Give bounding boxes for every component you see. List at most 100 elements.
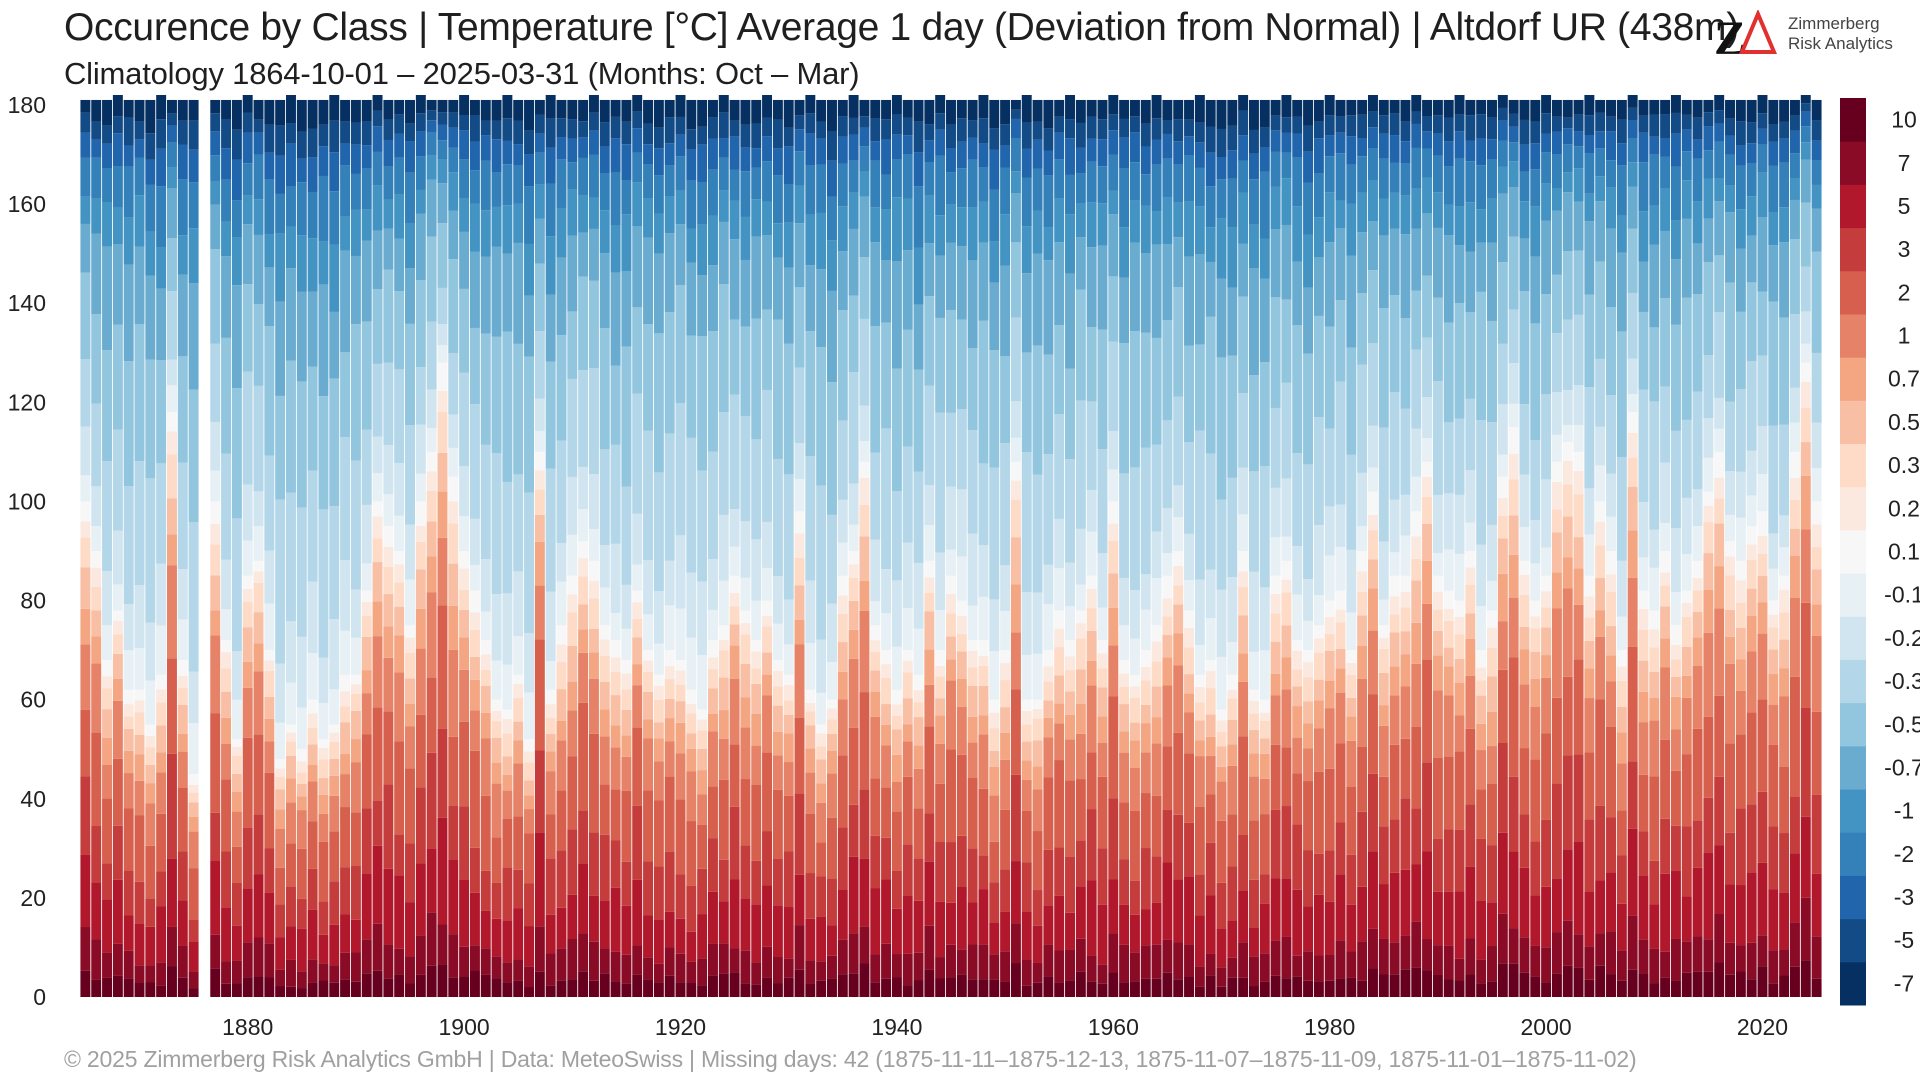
bar-segment <box>1357 99 1368 115</box>
bar-segment <box>1595 880 1606 934</box>
bar-segment <box>394 99 405 115</box>
bar-segment <box>1054 950 1065 983</box>
bar-segment <box>967 979 978 997</box>
bar-segment <box>1281 689 1292 748</box>
bar-segment <box>718 639 729 651</box>
bar-segment <box>1606 974 1616 997</box>
bar-segment <box>296 182 307 236</box>
bar-segment <box>231 99 242 130</box>
bar-segment <box>837 614 848 643</box>
bar-segment <box>1703 939 1714 972</box>
bar-segment <box>1000 214 1011 266</box>
bar-segment <box>1714 397 1725 429</box>
bar-stack-1945 <box>946 99 956 997</box>
bar-segment <box>1757 791 1768 863</box>
bar-segment <box>177 99 188 121</box>
bar-segment <box>1140 704 1151 724</box>
bar-segment <box>1140 650 1151 667</box>
bar-segment <box>405 223 415 269</box>
bar-segment <box>80 854 91 928</box>
bar-segment <box>772 858 783 906</box>
bar-segment <box>1043 905 1054 945</box>
bar-stack-1923 <box>707 99 718 997</box>
bar-segment <box>1162 575 1173 599</box>
bar-segment <box>1119 904 1130 945</box>
bar-segment <box>1670 659 1681 677</box>
bar-segment <box>1000 680 1011 708</box>
bar-segment <box>1238 550 1249 572</box>
bar-segment <box>913 900 924 953</box>
bar-segment <box>221 668 232 692</box>
bar-segment <box>253 571 264 583</box>
bar-stack-1887 <box>318 99 329 997</box>
bar-segment <box>881 613 892 651</box>
bar-segment <box>1010 193 1021 243</box>
bar-segment <box>935 650 946 667</box>
bar-segment <box>112 207 123 245</box>
bar-segment <box>415 863 426 936</box>
bar-segment <box>567 645 578 682</box>
bar-segment <box>740 983 751 997</box>
bar-segment <box>318 657 329 704</box>
bar-segment <box>1432 891 1443 946</box>
bar-segment <box>837 99 848 117</box>
bar-segment <box>1054 132 1065 160</box>
bar-segment <box>1779 639 1790 669</box>
bar-segment <box>1259 903 1270 954</box>
bar-segment <box>231 388 242 519</box>
bar-segment <box>686 572 697 638</box>
bar-segment <box>177 688 188 705</box>
bar-segment <box>307 821 318 869</box>
bar-segment <box>296 928 307 972</box>
bar-segment <box>1357 526 1368 551</box>
bar-segment <box>1194 702 1205 721</box>
bar-segment <box>610 444 621 544</box>
bar-segment <box>1248 701 1259 714</box>
bar-segment <box>264 650 275 661</box>
bar-segment <box>567 612 578 646</box>
bar-segment <box>1184 201 1195 257</box>
bar-segment <box>123 99 134 118</box>
bar-segment <box>1757 144 1768 173</box>
bar-segment <box>1140 205 1151 253</box>
bar-segment <box>1541 819 1552 887</box>
bar-segment <box>610 172 621 226</box>
bar-segment <box>1411 228 1422 291</box>
bar-segment <box>1638 831 1649 876</box>
bar-segment <box>1465 675 1476 729</box>
bar-segment <box>1714 110 1725 124</box>
bar-segment <box>946 412 956 487</box>
bar-segment <box>1432 553 1443 576</box>
bar-segment <box>1562 920 1573 966</box>
bar-segment <box>588 941 599 981</box>
bar-segment <box>567 189 578 236</box>
bar-segment <box>1735 99 1746 122</box>
bar-segment <box>1551 697 1562 784</box>
bar-segment <box>870 888 881 955</box>
bar-segment <box>1065 459 1075 563</box>
bar-segment <box>837 499 848 543</box>
bar-segment <box>935 957 946 979</box>
bar-segment <box>599 625 610 640</box>
bar-segment <box>1411 622 1422 664</box>
bar-segment <box>156 752 167 773</box>
bar-segment <box>1238 296 1249 394</box>
bar-segment <box>848 629 859 659</box>
bar-segment <box>1313 638 1324 653</box>
bar-segment <box>1432 690 1443 758</box>
bar-segment <box>1454 131 1465 159</box>
bar-segment <box>837 699 848 756</box>
bar-segment <box>762 615 773 627</box>
bar-segment <box>686 99 697 130</box>
bar-segment <box>1746 450 1757 496</box>
bar-segment <box>1021 655 1032 700</box>
bar-segment <box>502 920 513 963</box>
bar-segment <box>545 858 556 915</box>
bar-segment <box>350 710 361 740</box>
bar-segment <box>1346 740 1357 787</box>
bar-segment <box>1021 760 1032 780</box>
bar-segment <box>1248 571 1259 652</box>
bar-segment <box>1162 809 1173 863</box>
bar-segment <box>437 112 448 125</box>
bar-segment <box>697 655 708 710</box>
